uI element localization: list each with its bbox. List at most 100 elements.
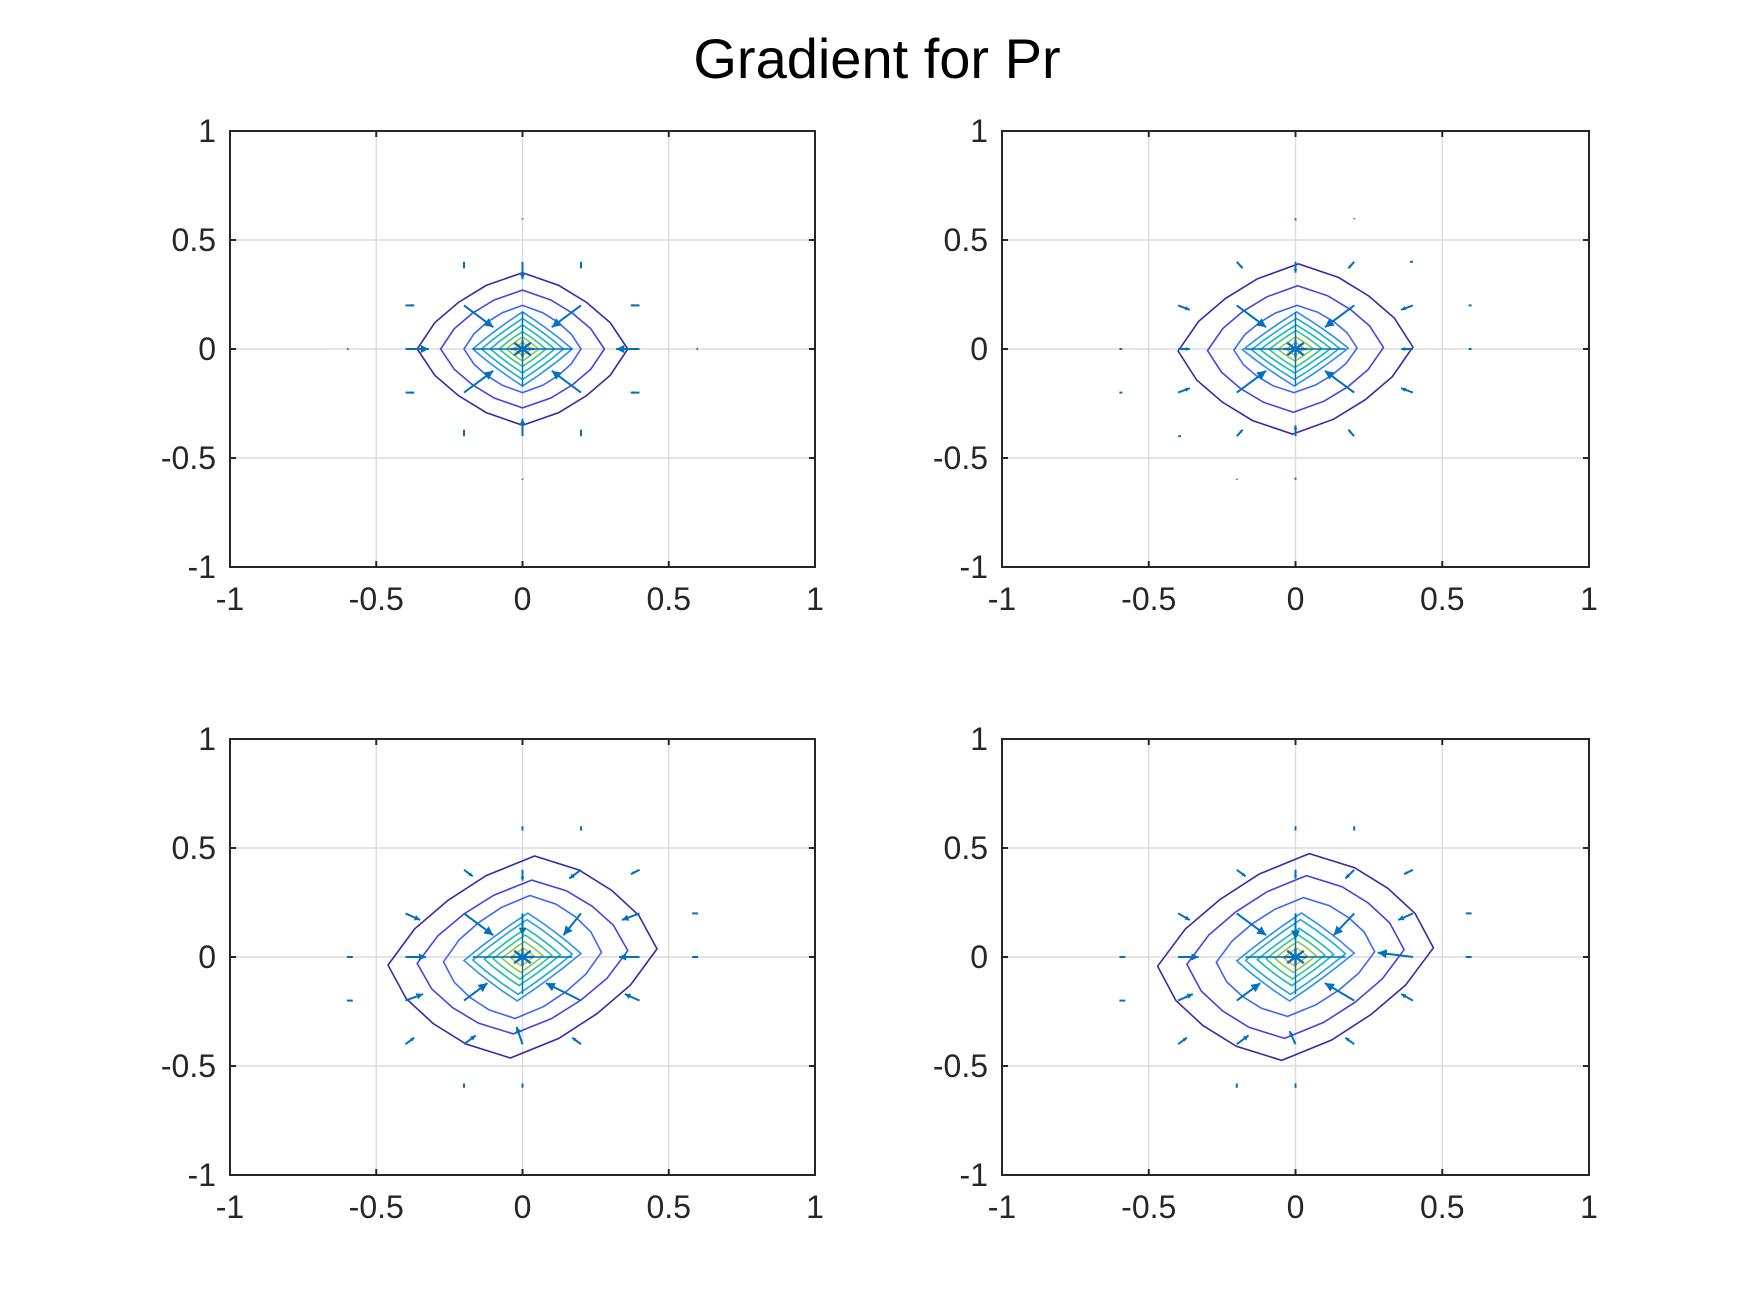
y-tick-label: -1	[960, 549, 988, 585]
figure-title: Gradient for Pr	[693, 27, 1060, 90]
contour-line	[463, 304, 582, 394]
y-tick-label: 0.5	[172, 222, 216, 258]
arrow-head	[579, 429, 583, 432]
y-tick-label: 1	[198, 113, 216, 149]
arrow-head	[1324, 370, 1335, 380]
gradient-arrow	[519, 261, 526, 280]
y-tick-label: -0.5	[933, 1048, 988, 1084]
arrow-head	[616, 344, 625, 354]
arrow-head	[420, 344, 429, 354]
y-tick-label: -0.5	[161, 1048, 216, 1084]
arrow-head	[1185, 346, 1190, 352]
contour-line	[1250, 317, 1341, 381]
arrow-head	[551, 370, 562, 380]
arrow-head	[1256, 318, 1267, 328]
arrow-head	[1401, 387, 1407, 392]
gradient-arrow	[568, 868, 582, 880]
arrow-head	[630, 871, 635, 875]
gradient-arrow	[1236, 261, 1244, 270]
panel-bottom-right: -1 -0.5 0 0.5 1 -1 -0.5 0 0.5 1	[933, 721, 1598, 1225]
y-tick-label: -0.5	[161, 440, 216, 476]
gradient-arrow	[515, 1026, 524, 1045]
arrow-head	[477, 983, 488, 993]
gradient-arrow	[1344, 1036, 1355, 1046]
center-arrow	[513, 348, 524, 357]
gradient-arrow	[1178, 346, 1190, 352]
gradient-arrow	[1293, 869, 1298, 879]
y-tick-label: 0	[970, 331, 988, 367]
arrow-head	[569, 873, 575, 879]
panel-top-left: -1 -0.5 0 0.5 1 -1 -0.5 0 0.5 1	[161, 113, 824, 617]
arrow-head	[1291, 930, 1300, 940]
gradient-arrow	[463, 868, 474, 878]
arrow-head	[1345, 1037, 1350, 1042]
x-tick-label: 0.5	[1420, 1189, 1464, 1225]
gradient-arrow	[630, 868, 640, 876]
y-tick-label: 0.5	[944, 830, 988, 866]
y-tick-label: 0.5	[172, 830, 216, 866]
gradient-arrow	[1236, 428, 1244, 437]
gradient-arrow	[551, 369, 582, 394]
arrow-head	[1401, 306, 1407, 311]
center-arrow	[1286, 956, 1297, 965]
x-tick-label: -1	[216, 581, 244, 617]
gradient-arrow	[1236, 369, 1267, 394]
x-tick-label: 0	[514, 1189, 532, 1225]
gradient-arrow	[518, 913, 527, 936]
contour-line	[1185, 874, 1406, 1040]
arrow-head	[579, 266, 583, 269]
arrow-head	[411, 391, 415, 395]
arrow-head	[572, 1037, 577, 1042]
gradient-arrow	[545, 982, 582, 1002]
arrow-head	[519, 418, 526, 425]
gradient-arrow	[1288, 1030, 1297, 1045]
contour-line	[462, 912, 583, 1002]
contour-line	[492, 934, 554, 980]
gradient-arrow	[1236, 1034, 1250, 1046]
y-tick-label: 0	[198, 939, 216, 975]
contour-line	[500, 940, 545, 974]
gradient-arrow	[551, 304, 582, 329]
gradient-arrow	[1236, 982, 1261, 1002]
arrow-head	[1184, 915, 1190, 920]
arrow-head	[1293, 425, 1298, 430]
gradient-arrow	[1177, 912, 1191, 921]
x-tick-label: 1	[806, 1189, 824, 1225]
arrow-head	[1348, 265, 1352, 269]
contour-line	[1264, 934, 1327, 980]
arrow-head	[1289, 1031, 1294, 1037]
arrow-head	[1191, 953, 1199, 961]
x-tick-label: -1	[988, 581, 1016, 617]
arrow-head	[630, 303, 634, 307]
x-tick-label: -0.5	[349, 1189, 404, 1225]
gradient-arrow	[1293, 425, 1298, 437]
gradient-arrow	[579, 261, 583, 269]
gradient-arrow	[519, 418, 526, 437]
gradient-arrow	[463, 369, 494, 394]
gradient-arrow	[630, 391, 640, 395]
contour-line	[387, 855, 658, 1059]
y-tick-label: -1	[188, 1157, 216, 1193]
gradient-arrow	[562, 912, 582, 936]
gradient-arrow	[1347, 428, 1355, 437]
gradient-arrow	[405, 993, 424, 1002]
contour-line	[1232, 304, 1359, 394]
arrow-head	[1256, 370, 1267, 380]
center-arrow	[1294, 348, 1305, 357]
arrow-head	[1398, 915, 1405, 921]
contour-line	[483, 927, 562, 987]
arrow-head	[462, 266, 466, 269]
contour-line	[1235, 912, 1356, 1002]
arrow-head	[551, 318, 562, 328]
arrow-head	[519, 273, 526, 280]
x-tick-label: -0.5	[1121, 581, 1176, 617]
gradient-arrow	[405, 391, 415, 395]
y-tick-label: 0	[198, 331, 216, 367]
contour-line	[1215, 896, 1376, 1018]
x-tick-label: -0.5	[1121, 1189, 1176, 1225]
gradient-arrow	[619, 953, 640, 961]
gradient-arrow	[621, 912, 640, 921]
x-tick-label: -1	[988, 1189, 1016, 1225]
panels: -1 -0.5 0 0.5 1 -1 -0.5 0 0.5 1 -1 -0.5 0 0.5 1 -1 -0.5 0…	[161, 113, 1598, 1225]
